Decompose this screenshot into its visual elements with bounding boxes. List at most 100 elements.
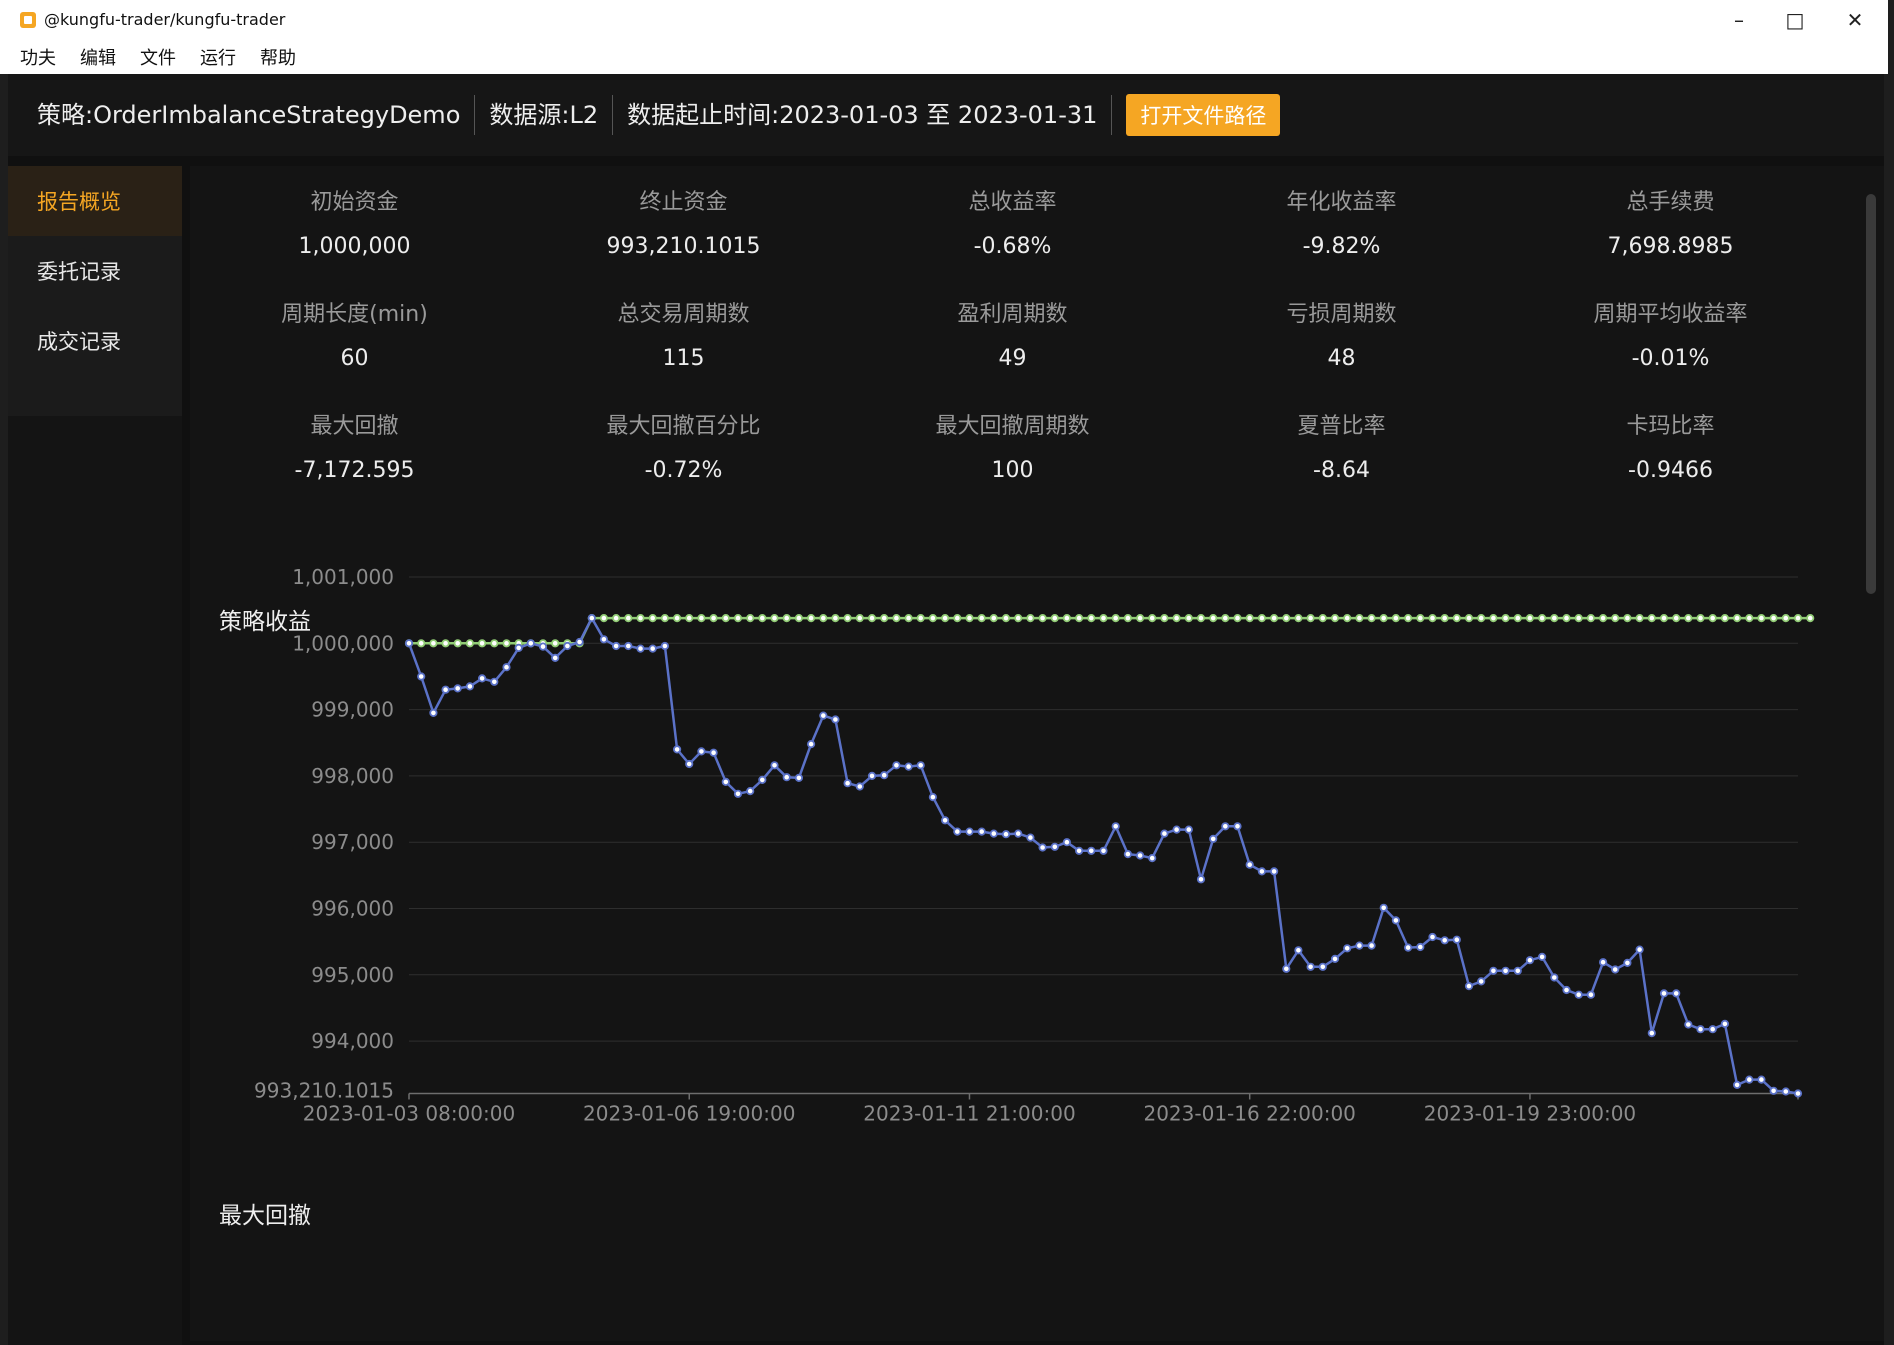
benchmark-point (551, 639, 560, 648)
benchmark-point (1501, 613, 1510, 623)
benchmark-point (1111, 613, 1120, 623)
benchmark-point (940, 613, 950, 623)
sidebar-item-trades[interactable]: 成交记录 (8, 306, 182, 376)
strategy-point (1696, 1025, 1705, 1034)
strategy-point (1513, 966, 1522, 975)
benchmark-point (1270, 613, 1279, 623)
benchmark-point (1050, 613, 1059, 623)
sidebar-item-overview[interactable]: 报告概览 (8, 166, 182, 236)
strategy-point (1672, 989, 1681, 998)
strategy-point (453, 684, 462, 693)
strategy-point (1135, 851, 1145, 860)
benchmark-point (599, 613, 608, 623)
benchmark-point (1148, 613, 1157, 623)
benchmark-point (1306, 613, 1315, 623)
benchmark-point (1586, 613, 1596, 623)
benchmark-point (867, 613, 877, 623)
strategy-point (477, 674, 487, 683)
strategy-point (1745, 1075, 1754, 1084)
strategy-point (1733, 1080, 1742, 1090)
strategy-point (794, 773, 804, 783)
benchmark-point (1233, 613, 1242, 623)
strategy-name: 策略:OrderImbalanceStrategyDemo (8, 95, 476, 135)
benchmark-point (1440, 613, 1449, 623)
benchmark-point (636, 613, 645, 623)
benchmark-point (1038, 613, 1047, 623)
header-divider (1111, 95, 1113, 135)
strategy-point (1160, 829, 1169, 838)
strategy-point (1416, 942, 1425, 952)
benchmark-point (1123, 613, 1133, 623)
y-tick-label: 997,000 (311, 830, 394, 854)
benchmark-point (1318, 613, 1327, 623)
metric-label: 周期平均收益率 (1593, 302, 1748, 327)
strategy-point (709, 748, 718, 757)
benchmark-series-line (409, 616, 1811, 645)
benchmark-point (1550, 613, 1559, 623)
strategy-point (1184, 825, 1193, 834)
menu-help[interactable]: 帮助 (260, 48, 296, 69)
strategy-point (1477, 977, 1486, 986)
strategy-point (1148, 853, 1157, 863)
scrollbar-track[interactable] (1856, 166, 1884, 1341)
benchmark-point (1330, 613, 1340, 623)
metric-value: -7,172.595 (294, 458, 415, 483)
open-file-path-button[interactable]: 打开文件路径 (1126, 94, 1281, 136)
strategy-point (1538, 952, 1547, 962)
window-title: @kungfu-trader/kungfu-trader (44, 10, 286, 29)
menu-kungfu[interactable]: 功夫 (20, 48, 56, 69)
sidebar-item-orders[interactable]: 委托记录 (8, 236, 182, 306)
strategy-point (1574, 990, 1583, 999)
strategy-point (441, 685, 450, 694)
benchmark-point (1793, 613, 1803, 623)
metric-card: 最大回撤百分比 -0.72% (519, 408, 848, 483)
maximize-icon[interactable]: □ (1785, 8, 1805, 32)
strategy-point (1209, 834, 1218, 844)
benchmark-point (477, 639, 487, 648)
minimize-icon[interactable]: – (1734, 8, 1744, 32)
benchmark-point (782, 613, 791, 623)
scrollbar-thumb[interactable] (1866, 194, 1876, 594)
x-tick-label: 2023-01-16 22:00:00 (1143, 1101, 1355, 1125)
metric-card: 最大回撤 -7,172.595 (190, 408, 519, 483)
y-tick-label: 1,000,000 (292, 631, 394, 655)
strategy-point (843, 779, 852, 788)
benchmark-point (1062, 613, 1072, 623)
strategy-point (1452, 935, 1461, 944)
close-icon[interactable]: ✕ (1846, 8, 1864, 32)
strategy-point (1379, 903, 1388, 912)
metric-card: 周期长度(min) 60 (190, 296, 519, 371)
metric-label: 终止资金 (639, 190, 728, 215)
menu-file[interactable]: 文件 (140, 48, 176, 69)
strategy-point (465, 682, 474, 691)
metric-label: 周期长度(min) (281, 302, 428, 327)
benchmark-point (1599, 613, 1608, 623)
metric-value: 60 (340, 346, 369, 371)
benchmark-point (1014, 613, 1023, 623)
x-tick-label: 2023-01-06 19:00:00 (583, 1101, 795, 1125)
strategy-point (1074, 846, 1084, 855)
strategy-point (660, 641, 669, 651)
metric-label: 年化收益率 (1286, 190, 1397, 215)
sidebar-item-label: 报告概览 (37, 190, 121, 214)
strategy-point (587, 613, 596, 623)
strategy-point (1026, 833, 1035, 842)
metric-value: 49 (998, 346, 1027, 371)
y-tick-label: 999,000 (311, 698, 394, 722)
strategy-point (575, 637, 584, 647)
benchmark-point (660, 613, 669, 623)
strategy-point (867, 771, 877, 781)
strategy-point (1196, 875, 1206, 884)
strategy-point (892, 761, 901, 770)
menu-edit[interactable]: 编辑 (80, 48, 116, 69)
benchmark-point (770, 613, 779, 623)
strategy-point (977, 827, 986, 836)
strategy-point (1087, 846, 1096, 855)
strategy-point (953, 827, 962, 836)
y-tick-label: 996,000 (311, 897, 394, 921)
menu-run[interactable]: 运行 (200, 48, 236, 69)
benchmark-point (1099, 613, 1108, 623)
app-logo-icon (20, 12, 36, 28)
benchmark-point (831, 613, 840, 623)
benchmark-point (880, 613, 889, 623)
